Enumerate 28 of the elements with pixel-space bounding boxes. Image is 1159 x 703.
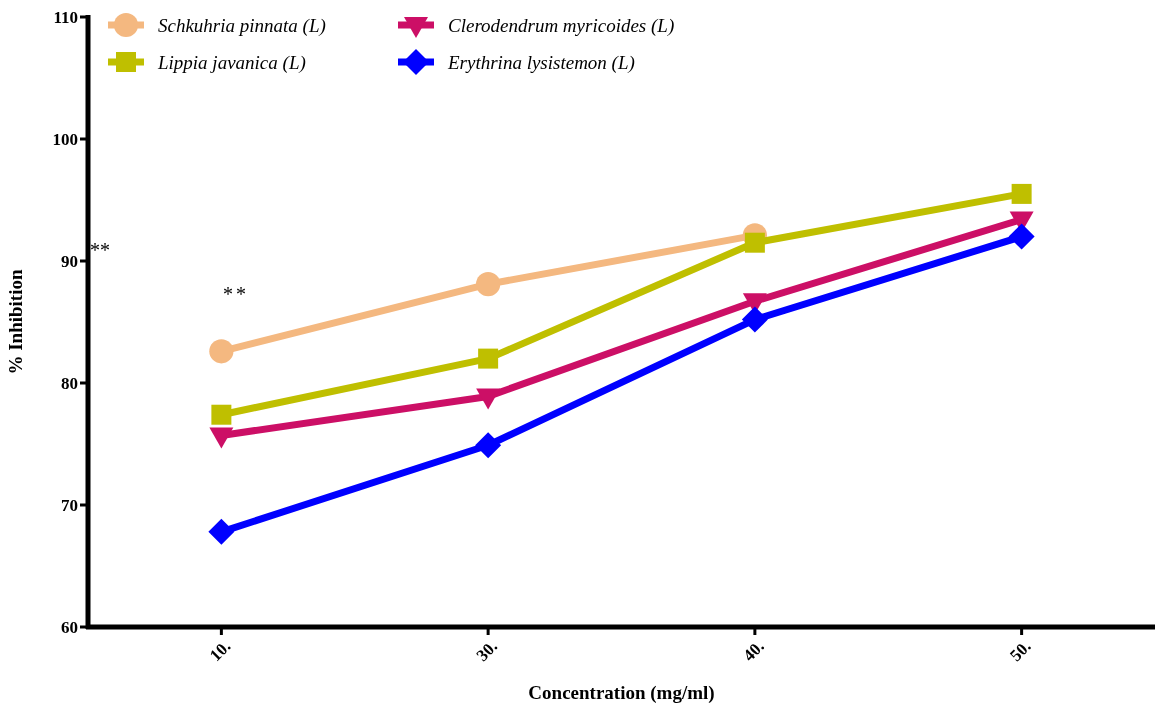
point: [211, 404, 232, 425]
point: [741, 306, 768, 333]
annotation: **: [90, 239, 110, 261]
y-tick-label: 100: [52, 129, 78, 149]
legend-label: Schkuhria pinnata (L): [158, 14, 326, 37]
x-tick-label: 30.: [472, 636, 502, 666]
annotation: **: [223, 283, 249, 305]
y-tick-label: 80: [61, 373, 78, 393]
point: [478, 348, 499, 369]
y-axis-title: % Inhibition: [5, 269, 26, 375]
point: [1011, 183, 1032, 204]
point: [209, 339, 234, 364]
legend-label: Lippia javanica (L): [157, 51, 306, 74]
y-tick-label: 90: [61, 251, 78, 271]
x-axis-title: Concentration (mg/ml): [528, 682, 715, 703]
y-tick-label: 60: [61, 617, 78, 637]
x-tick-label: 40.: [739, 636, 768, 666]
y-tick-label: 110: [53, 7, 78, 27]
x-tick-label: 10.: [205, 636, 235, 666]
point: [208, 518, 235, 545]
point: [1008, 223, 1035, 250]
point: [475, 432, 502, 459]
y-tick-label: 70: [61, 495, 78, 515]
point: [744, 232, 765, 253]
legend-label: Clerodendrum myricoides (L): [448, 14, 675, 37]
point: [476, 272, 501, 297]
x-tick-label: 50.: [1006, 636, 1035, 666]
legend-label: Erythrina lysistemon (L): [447, 51, 635, 74]
